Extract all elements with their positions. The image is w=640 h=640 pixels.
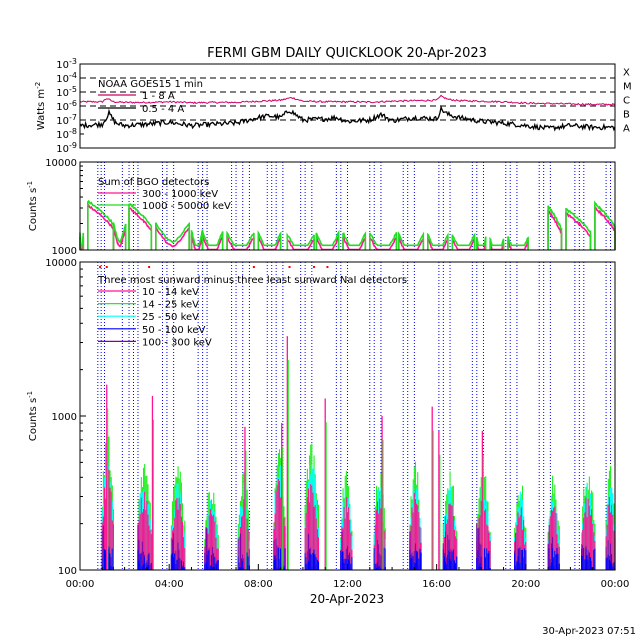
bgo-y-axis-title: Counts s-1 [26, 181, 39, 231]
goes-frame [79, 63, 616, 149]
bgo-pass-19-series-0 [547, 209, 563, 250]
y-tick-label: 10-8 [56, 127, 77, 141]
x-tick-label: 00:00 [601, 579, 630, 590]
bgo-pass-3-series-1 [128, 203, 153, 250]
nai-y-axis-title: Counts s-1 [26, 391, 39, 441]
bgo-pass-9-series-1 [286, 232, 315, 250]
bgo-legend-low-label: 300 - 1000 keV [142, 189, 218, 200]
saa-marker [313, 266, 316, 268]
goes-legend-long-label: 1 - 8 A [142, 91, 175, 102]
saa-marker [288, 266, 291, 268]
chart-title: FERMI GBM DAILY QUICKLOOK 20-Apr-2023 [207, 46, 487, 61]
flare-class-label: C [623, 95, 630, 106]
nai-segment [237, 472, 250, 570]
nai-segment [514, 485, 527, 570]
bgo-pass-17-series-1 [489, 236, 505, 250]
bgo-pass-13-series-1 [398, 230, 425, 250]
bgo-pass-1-series-1 [87, 199, 115, 250]
nai-frame [79, 261, 616, 571]
x-tick-label: 00:00 [66, 579, 95, 590]
goes-legend-title: NOAA GOES15 1 min [98, 79, 203, 90]
bgo-pass-20-series-1 [565, 207, 592, 250]
saa-marker [148, 266, 151, 268]
bgo-pass-16-series-1 [476, 236, 487, 250]
bgo-pass-10-series-1 [315, 229, 340, 250]
bgo-pass-11-series-1 [342, 231, 367, 250]
nai-legend-0-label: 10 - 14 keV [142, 287, 199, 298]
nai-panel: 10000 1000 100 00:00 04:00 08:00 12:00 16:00 20:… [26, 258, 629, 590]
bgo-legend-title: Sum of BGO detectors [98, 177, 209, 188]
nai-segment [137, 464, 152, 570]
nai-segment [304, 443, 320, 570]
nai-segment [409, 461, 422, 570]
x-tick-label: 12:00 [333, 579, 362, 590]
flare-class-label: A [623, 123, 630, 134]
bgo-pass-21-series-1 [594, 200, 616, 250]
goes-series-1 [79, 104, 616, 132]
bgo-pass-6-series-1 [201, 231, 224, 250]
y-tick-label: 10000 [45, 158, 77, 169]
nai-segment [273, 449, 286, 570]
y-tick-label: 100 [58, 566, 77, 577]
bgo-pass-19-series-1 [547, 205, 563, 250]
nai-legend-2-label: 25 - 50 keV [142, 312, 199, 323]
bgo-pass-20-series-0 [565, 212, 592, 250]
bgo-pass-15-series-1 [451, 232, 476, 250]
x-tick-label: 08:00 [244, 579, 273, 590]
bgo-pass-12-series-1 [369, 231, 398, 250]
bgo-pass-21-series-0 [594, 204, 616, 250]
nai-segment [204, 492, 219, 570]
nai-segment [581, 476, 596, 570]
bgo-pass-3-series-0 [128, 207, 153, 250]
saa-marker [252, 266, 255, 268]
y-tick-label: 10-3 [56, 57, 77, 71]
y-tick-label: 10000 [45, 258, 77, 269]
bgo-pass-18-series-1 [507, 236, 529, 250]
nai-segment [340, 470, 353, 570]
x-tick-label: 16:00 [422, 579, 451, 590]
nai-segment [442, 471, 458, 570]
footer-timestamp: 30-Apr-2023 07:51 [542, 626, 636, 637]
bgo-pass-4-series-0 [155, 226, 190, 250]
y-tick-label: 1000 [52, 246, 77, 257]
bgo-pass-4-series-1 [155, 221, 190, 250]
bgo-legend-high-label: 1000 - 50000 keV [142, 201, 231, 212]
nai-segment [373, 472, 386, 570]
bgo-pass-14-series-1 [427, 232, 449, 250]
saa-marker [99, 266, 102, 268]
bgo-pass-5-series-1 [190, 229, 204, 250]
y-tick-label: 10-7 [56, 113, 77, 127]
nai-legend-4-label: 100 - 300 keV [142, 337, 212, 348]
bgo-pass-1-series-0 [87, 203, 115, 250]
nai-legend-3-label: 50 - 100 keV [142, 325, 206, 336]
x-axis-title: 20-Apr-2023 [310, 592, 384, 606]
nai-legend-1-label: 14 - 25 keV [142, 300, 199, 311]
goes-y-axis-title: Watts m-2 [34, 82, 47, 130]
y-tick-label: 10-6 [56, 99, 77, 113]
nai-segment [547, 475, 560, 570]
x-tick-label: 04:00 [155, 579, 184, 590]
saa-marker [105, 266, 108, 268]
y-tick-label: 10-4 [56, 71, 77, 85]
flare-class-label: X [623, 67, 630, 78]
goes-legend-short-label: 0.5 - 4 A [142, 104, 184, 115]
flare-class-label: B [623, 109, 630, 120]
saa-marker [326, 266, 329, 268]
y-tick-label: 10-5 [56, 85, 77, 99]
x-tick-label: 20:00 [511, 579, 540, 590]
bgo-pass-2-series-1 [112, 222, 127, 250]
y-tick-label: 1000 [52, 412, 77, 423]
bgo-pass-2-series-0 [112, 227, 127, 250]
y-tick-label: 10-9 [56, 141, 77, 155]
bgo-pass-8-series-1 [257, 230, 282, 250]
bgo-pass-7-series-1 [226, 230, 255, 250]
nai-legend-title: Three most sunward minus three least sun… [97, 275, 407, 286]
goes-series-0 [79, 94, 616, 106]
nai-segment [605, 465, 616, 570]
bgo-frame [79, 161, 616, 251]
flare-class-label: M [623, 81, 632, 92]
